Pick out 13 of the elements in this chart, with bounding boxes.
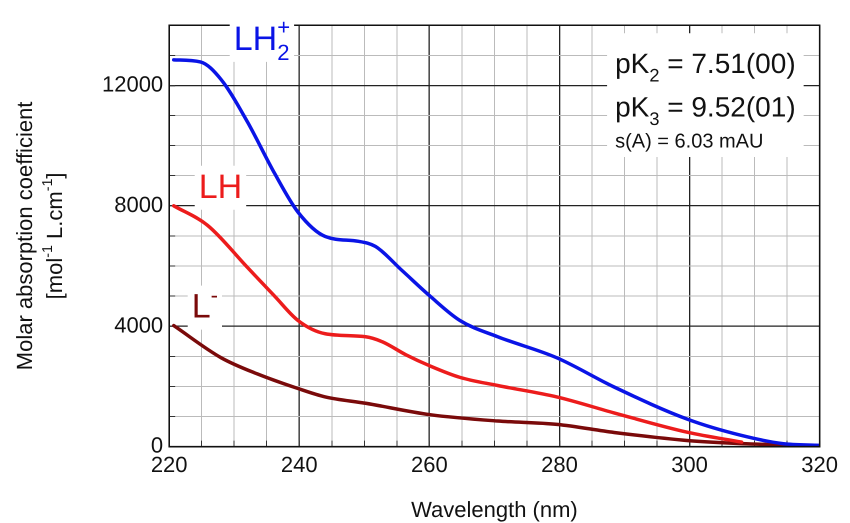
x-tick-label: 260 [411, 452, 448, 477]
x-tick-label: 300 [671, 452, 708, 477]
x-tick-label: 320 [801, 452, 838, 477]
annotation: s(A) = 6.03 mAU [615, 130, 764, 153]
x-axis-title: Wavelength (nm) [411, 497, 578, 522]
y-tick-label: 4000 [114, 312, 164, 338]
x-tick-label: 240 [280, 452, 318, 477]
y-tick-label: 8000 [114, 192, 164, 217]
series-label: LH [198, 168, 242, 206]
series-label: L- [192, 282, 218, 326]
y-tick-label: 12000 [102, 71, 164, 96]
x-tick-label: 280 [541, 452, 578, 477]
line-series [172, 204, 744, 444]
